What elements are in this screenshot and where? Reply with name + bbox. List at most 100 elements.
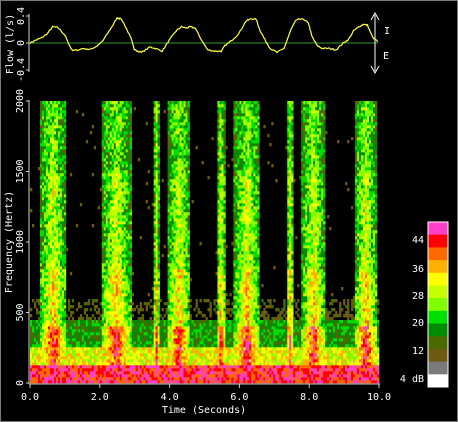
spectrogram-cell	[117, 359, 121, 363]
spectrogram-cell	[31, 320, 35, 324]
spectrogram-cell	[185, 323, 188, 327]
spectrogram-cell	[115, 137, 119, 141]
spectrogram-cell	[179, 296, 182, 300]
spectrogram-cell	[61, 128, 65, 132]
spectrogram-cell	[171, 266, 174, 270]
spectrogram-cell	[105, 275, 109, 279]
spectrogram-cell	[57, 134, 61, 138]
spectrogram-cell	[127, 110, 131, 114]
spectrogram-cell	[63, 296, 67, 300]
spectrogram-cell	[103, 329, 107, 333]
spectrogram-cell	[155, 281, 158, 285]
spectrogram-cell	[61, 101, 65, 105]
spectrogram-cell	[155, 269, 158, 273]
spectrogram-cell	[181, 284, 184, 288]
spectrogram-cell	[113, 371, 117, 375]
spectrogram-cell	[135, 344, 138, 348]
spectrogram-cell	[153, 173, 156, 177]
spectrogram-cell	[49, 182, 53, 186]
spectrogram-cell	[125, 236, 129, 240]
spectrogram-cell	[153, 245, 156, 249]
spectrogram-cell	[169, 332, 172, 336]
spectrogram-cell	[103, 344, 107, 348]
spectrogram-cell	[185, 257, 188, 261]
spectrogram-cell	[99, 353, 103, 357]
spectrogram-cell	[75, 110, 79, 114]
spectrogram-cell	[115, 170, 119, 174]
spectrogram-cell	[127, 149, 131, 153]
spectrogram-cell	[155, 296, 158, 300]
spectrogram-cell	[59, 275, 63, 279]
spectrogram-cell	[119, 362, 123, 366]
spectrogram-cell	[45, 161, 49, 165]
spectrogram-cell	[113, 326, 117, 330]
spectrogram-cell	[185, 233, 188, 237]
spectrogram-cell	[57, 374, 61, 378]
spectrogram-cell	[181, 314, 184, 318]
spectrogram-cell	[49, 347, 53, 351]
spectrogram-cell	[53, 164, 57, 168]
spectrogram-cell	[157, 254, 160, 258]
spectrogram-cell	[103, 368, 107, 372]
spectrogram-cell	[123, 221, 127, 225]
spectrogram-cell	[121, 248, 125, 252]
spectrogram-cell	[121, 176, 125, 180]
spectrogram-cell	[109, 251, 113, 255]
spectrogram-cell	[183, 224, 186, 228]
spectrogram-cell	[157, 293, 160, 297]
spectrogram-cell	[167, 305, 170, 309]
spectrogram-cell	[53, 128, 57, 132]
spectrogram-cell	[53, 239, 57, 243]
spectrogram-cell	[115, 239, 119, 243]
spectrogram-cell	[187, 275, 190, 279]
spectrogram-cell	[111, 167, 115, 171]
spectrogram-cell	[61, 152, 65, 156]
spectrogram-cell	[47, 320, 51, 324]
spectrogram-cell	[127, 272, 131, 276]
spectrogram-cell	[171, 155, 174, 159]
spectrogram-cell	[169, 377, 172, 381]
spectrogram-cell	[167, 236, 170, 240]
spectrogram-cell	[175, 176, 178, 180]
spectrogram-cell	[109, 308, 113, 312]
spectrogram-cell	[49, 185, 53, 189]
spectrogram-cell	[53, 287, 57, 291]
spectrogram-cell	[151, 332, 154, 336]
spectrogram-cell	[127, 113, 131, 117]
spectrogram-cell	[107, 104, 111, 108]
spectrogram-cell	[179, 260, 182, 264]
spectrogram-cell	[73, 353, 77, 357]
spectrogram-cell	[163, 338, 166, 342]
spectrogram-cell	[169, 218, 172, 222]
spectrogram-cell	[171, 320, 174, 324]
spectrogram-cell	[127, 191, 131, 195]
spectrogram-cell	[117, 305, 121, 309]
spectrogram-cell	[105, 359, 109, 363]
spectrogram-cell	[193, 359, 196, 363]
spectrogram-cell	[57, 242, 61, 246]
spectrogram-cell	[83, 347, 87, 351]
spectrogram-cell	[175, 359, 178, 363]
spectrogram-cell	[55, 158, 59, 162]
spectrogram-cell	[155, 119, 158, 123]
spectrogram-cell	[69, 359, 73, 363]
spectrogram-cell	[109, 125, 113, 129]
spectrogram-cell	[69, 362, 73, 366]
spectrogram-cell	[115, 329, 119, 333]
spectrogram-cell	[55, 167, 59, 171]
spectrogram-cell	[43, 215, 47, 219]
spectrogram-cell	[181, 248, 184, 252]
spectrogram-cell	[107, 299, 111, 303]
spectrogram-cell	[119, 134, 123, 138]
spectrogram-cell	[107, 377, 111, 381]
spectrogram-cell	[185, 164, 188, 168]
spectrogram-cell	[61, 326, 65, 330]
spectrogram-cell	[167, 314, 170, 318]
spectrogram-cell	[89, 329, 93, 333]
spectrogram-cell	[183, 302, 186, 306]
spectrogram-cell	[173, 188, 176, 192]
spectrogram-cell	[193, 347, 196, 351]
spectrogram-cell	[109, 113, 113, 117]
spectrogram-cell	[167, 290, 170, 294]
spectrogram-cell	[143, 368, 146, 372]
